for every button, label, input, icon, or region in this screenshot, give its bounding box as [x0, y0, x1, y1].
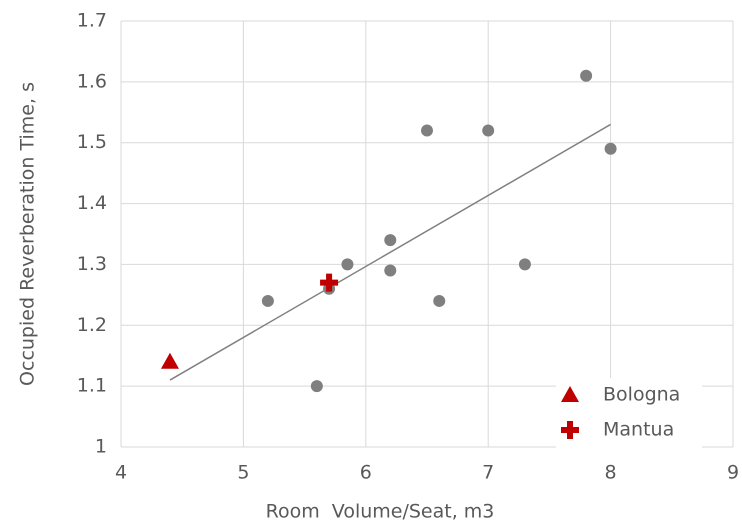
point: [421, 124, 433, 137]
legend-marker: [561, 421, 579, 439]
x-tick-label: 7: [482, 462, 494, 484]
y-tick-label: 1.1: [77, 375, 107, 397]
x-tick-label: 6: [360, 462, 372, 484]
point: [261, 294, 274, 307]
point: [320, 273, 339, 292]
y-tick-label: 1.2: [77, 314, 107, 336]
point: [341, 258, 354, 271]
point: [518, 258, 531, 271]
legend-label: Bologna: [603, 384, 680, 406]
point: [384, 264, 397, 277]
x-axis-title: Room Volume/Seat, m3: [266, 501, 495, 523]
y-tick-label: 1.5: [77, 131, 107, 153]
point: [433, 294, 446, 307]
legend-box: [556, 378, 702, 448]
legend-label: Mantua: [603, 419, 674, 441]
x-tick-label: 9: [727, 462, 739, 484]
point: [160, 352, 179, 369]
y-tick-label: 1.4: [77, 192, 107, 214]
point: [310, 380, 323, 393]
y-tick-label: 1.6: [77, 70, 107, 92]
x-tick-label: 8: [605, 462, 617, 484]
point: [384, 234, 397, 247]
x-tick-label: 4: [115, 462, 127, 484]
y-axis-title: Occupied Reverberation Time, s: [17, 82, 39, 386]
point: [580, 69, 593, 82]
legend-marker: [561, 386, 579, 402]
point: [604, 142, 617, 155]
x-tick-label: 5: [237, 462, 249, 484]
trendline: [169, 123, 611, 381]
y-tick-label: 1: [95, 436, 107, 458]
point: [482, 124, 495, 137]
y-tick-label: 1.7: [77, 10, 107, 32]
y-tick-label: 1.3: [77, 253, 107, 275]
